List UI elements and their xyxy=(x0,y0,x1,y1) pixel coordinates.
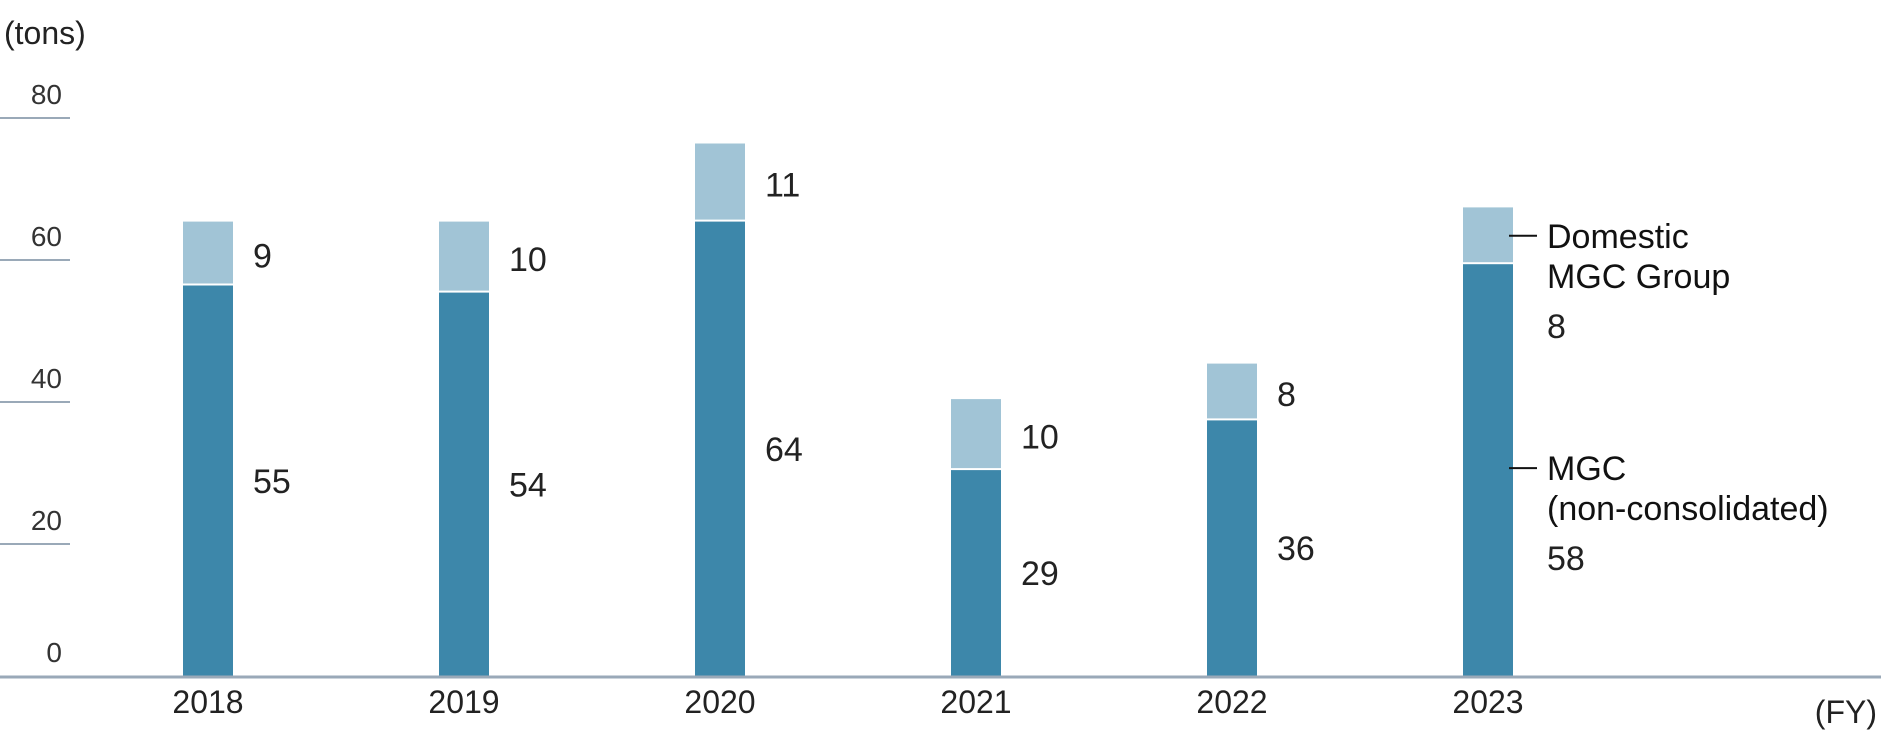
legend-label-domestic-line-2: MGC Group xyxy=(1547,258,1730,296)
data-label-mgc-2022: 36 xyxy=(1277,530,1315,568)
y-tick-label-0: 0 xyxy=(46,637,62,668)
x-tick-label-2018: 2018 xyxy=(172,684,243,720)
data-label-mgc-2019: 54 xyxy=(509,466,547,504)
x-axis-unit-label: (FY) xyxy=(1815,694,1877,730)
bar-domestic-2018 xyxy=(183,221,233,284)
bar-domestic-2022 xyxy=(1207,363,1257,419)
x-axis: 2018 2019 2020 2021 2022 2023 xyxy=(0,675,1881,720)
bar-mgc-2021 xyxy=(951,470,1001,676)
data-label-domestic-2023: 8 xyxy=(1547,308,1566,346)
data-label-mgc-2021: 29 xyxy=(1021,555,1059,593)
bar-domestic-2023 xyxy=(1463,207,1513,263)
y-tick-label-80: 80 xyxy=(31,79,62,110)
bar-domestic-2020 xyxy=(695,143,745,220)
bars xyxy=(183,143,1513,676)
data-label-mgc-2023: 58 xyxy=(1547,540,1585,578)
y-axis: 0 20 40 60 80 xyxy=(0,79,70,668)
legend-label-mgc-line-1: MGC xyxy=(1547,450,1626,488)
data-label-domestic-2019: 10 xyxy=(509,241,547,279)
data-label-mgc-2018: 55 xyxy=(253,463,291,501)
bar-domestic-2019 xyxy=(439,221,489,291)
data-label-domestic-2021: 10 xyxy=(1021,419,1059,457)
y-tick-label-60: 60 xyxy=(31,221,62,252)
bar-mgc-2020 xyxy=(695,221,745,676)
x-tick-label-2021: 2021 xyxy=(940,684,1011,720)
y-unit-label: (tons) xyxy=(4,15,86,51)
data-label-mgc-2020: 64 xyxy=(765,431,803,469)
data-labels: 55 9 54 10 64 11 29 10 36 8 xyxy=(253,167,1315,593)
y-tick-label-40: 40 xyxy=(31,363,62,394)
x-tick-label-2022: 2022 xyxy=(1196,684,1267,720)
bar-mgc-2023 xyxy=(1463,264,1513,676)
data-label-domestic-2022: 8 xyxy=(1277,376,1296,414)
bar-mgc-2019 xyxy=(439,292,489,676)
x-tick-label-2023: 2023 xyxy=(1452,684,1523,720)
x-tick-label-2020: 2020 xyxy=(684,684,755,720)
data-label-domestic-2020: 11 xyxy=(765,167,800,205)
bar-mgc-2022 xyxy=(1207,420,1257,676)
x-tick-label-2019: 2019 xyxy=(428,684,499,720)
legend-label-domestic-line-1: Domestic xyxy=(1547,218,1689,256)
y-tick-label-20: 20 xyxy=(31,505,62,536)
bar-domestic-2021 xyxy=(951,399,1001,469)
legend-label-mgc-line-2: (non-consolidated) xyxy=(1547,490,1829,528)
data-label-domestic-2018: 9 xyxy=(253,238,272,276)
bar-mgc-2018 xyxy=(183,285,233,676)
